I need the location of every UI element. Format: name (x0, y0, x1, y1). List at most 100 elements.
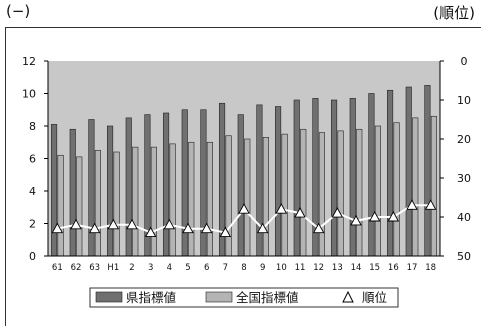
legend: 県指標値 全国指標値 順位 (89, 287, 399, 308)
x-tick-label: 9 (260, 263, 265, 273)
y-right-tick-label: 50 (457, 250, 471, 263)
rank-marker-15 (368, 211, 381, 222)
rank-marker-16 (387, 211, 400, 222)
rank-marker-H1 (107, 218, 120, 230)
y-left-tick-label: 6 (29, 153, 36, 166)
bar-prefecture-17 (405, 86, 412, 257)
x-tick-label: 14 (351, 263, 362, 273)
rank-marker-7 (219, 226, 232, 238)
bar-prefecture-14 (349, 98, 356, 257)
rank-marker-2 (126, 218, 138, 230)
rank-marker-14 (350, 214, 362, 226)
bar-national-6 (206, 141, 213, 257)
rank-marker-9 (256, 222, 269, 234)
y-left-tick-label: 2 (29, 218, 36, 231)
x-tick-label: 17 (407, 263, 418, 273)
y-right-tick-label: 0 (461, 55, 468, 68)
y-left-tick-label: 0 (29, 250, 36, 263)
bar-national-H1 (113, 151, 120, 257)
left-axis-unit: (−) (6, 2, 31, 20)
bar-national-61 (57, 154, 64, 257)
bar-prefecture-H1 (107, 125, 114, 257)
rank-marker-13 (331, 207, 344, 218)
bar-national-18 (430, 115, 437, 257)
x-tick-label: 15 (369, 263, 380, 273)
bar-national-15 (374, 125, 381, 257)
y-left-tick-label: 4 (29, 185, 36, 198)
bar-national-3 (150, 146, 157, 257)
legend-box (89, 287, 399, 308)
rank-marker-63 (88, 222, 101, 234)
y-right-tick-label: 30 (457, 172, 471, 185)
x-tick-label: 18 (425, 263, 436, 273)
x-tick-label: 3 (148, 263, 153, 273)
bar-prefecture-16 (387, 89, 394, 257)
bar-prefecture-9 (256, 104, 263, 257)
rank-marker-6 (200, 222, 213, 234)
bar-national-16 (393, 122, 400, 257)
right-axis-unit: (順位) (433, 4, 475, 22)
bar-national-12 (318, 132, 325, 257)
bar-national-10 (281, 133, 288, 257)
x-tick-label: 2 (129, 263, 134, 273)
legend-triangle-icon (342, 290, 354, 303)
bar-national-11 (300, 128, 307, 257)
rank-marker-62 (70, 218, 82, 230)
rank-marker-10 (275, 203, 288, 214)
bars-layer (51, 85, 437, 257)
bar-prefecture-5 (181, 109, 188, 257)
rank-marker-17 (406, 199, 418, 210)
bar-prefecture-61 (51, 124, 58, 257)
x-tick-label: 10 (276, 263, 287, 273)
bar-national-17 (412, 117, 419, 257)
x-tick-label: 16 (388, 263, 399, 273)
bar-national-62 (76, 156, 83, 257)
x-tick-label: H1 (107, 263, 119, 273)
rank-markers-layer (51, 199, 437, 238)
bar-prefecture-15 (368, 93, 375, 257)
legend-label-prefecture: 県指標値 (126, 290, 176, 305)
bar-prefecture-13 (331, 99, 338, 257)
y-left-tick-label: 12 (22, 55, 36, 68)
x-tick-label: 63 (89, 263, 100, 273)
bar-national-13 (337, 130, 344, 257)
bar-prefecture-11 (293, 99, 300, 257)
legend-swatch-prefecture (95, 291, 123, 303)
bar-prefecture-6 (200, 109, 207, 257)
bar-prefecture-2 (125, 117, 132, 257)
x-tick-label: 6 (204, 263, 209, 273)
x-tick-label: 12 (313, 263, 324, 273)
y-right-tick-label: 40 (457, 211, 471, 224)
x-tick-label: 61 (52, 263, 63, 273)
x-tick-label: 11 (295, 263, 306, 273)
bar-national-9 (262, 137, 269, 257)
x-tick-label: 5 (185, 263, 190, 273)
bar-prefecture-62 (69, 128, 76, 257)
ticks-layer: 0 2 4 6 8 10 12 0 10 20 30 40 50 61 62 63 H1 2 3 4 5 6 7 8 9 10 11… (22, 55, 471, 273)
bar-national-63 (94, 150, 101, 257)
rank-marker-18 (424, 199, 437, 210)
x-tick-label: 13 (332, 263, 343, 273)
rank-marker-61 (51, 222, 64, 234)
bar-national-5 (188, 141, 195, 257)
y-right-tick-label: 20 (457, 133, 471, 146)
y-left-tick-label: 8 (29, 120, 36, 133)
legend-label-national: 全国指標値 (236, 290, 299, 305)
rank-marker-5 (182, 222, 194, 234)
rank-marker-4 (163, 218, 176, 230)
bar-prefecture-18 (424, 85, 431, 257)
bar-prefecture-8 (237, 114, 244, 257)
bar-national-14 (356, 128, 363, 257)
bar-prefecture-4 (163, 112, 170, 257)
x-tick-label: 8 (241, 263, 246, 273)
y-left-tick-label: 10 (22, 88, 36, 101)
x-tick-label: 62 (71, 263, 82, 273)
rank-marker-11 (294, 207, 306, 218)
x-tick-label: 7 (223, 263, 228, 273)
bar-prefecture-63 (88, 119, 95, 257)
legend-label-rank: 順位 (362, 290, 387, 305)
legend-swatch-national (205, 291, 233, 303)
x-tick-label: 4 (167, 263, 172, 273)
bar-national-4 (169, 143, 176, 257)
